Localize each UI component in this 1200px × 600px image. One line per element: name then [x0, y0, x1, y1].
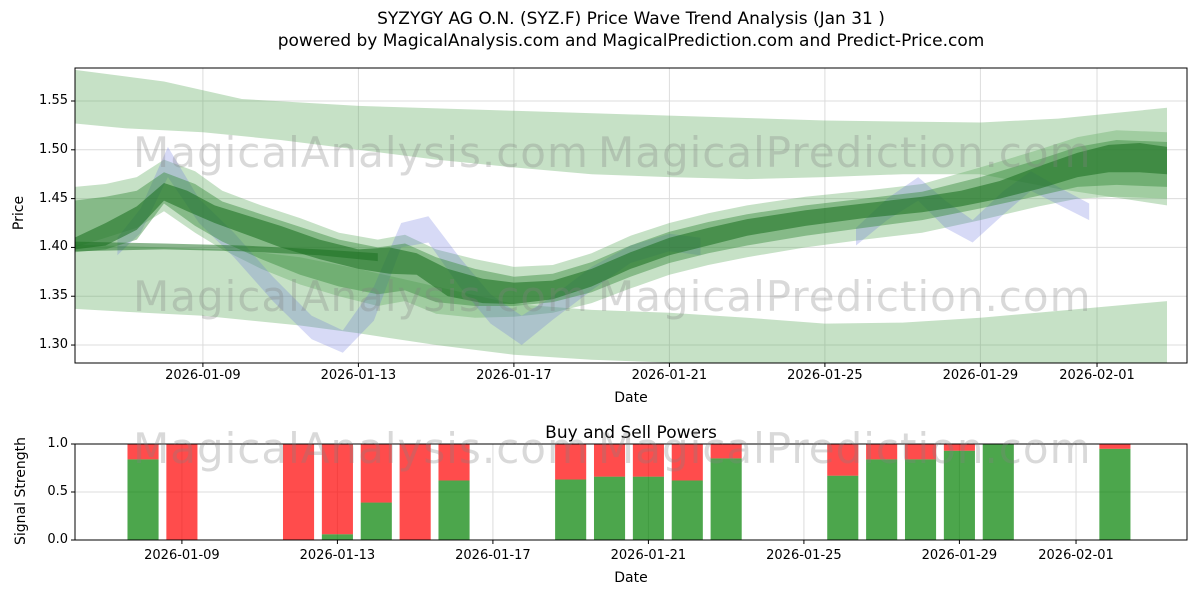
- signal-grid: [75, 443, 1187, 541]
- buy-bar: [127, 459, 159, 540]
- buy-bar: [593, 476, 626, 540]
- outer-lower-band: [75, 244, 1167, 363]
- dark-core-band: [75, 143, 1167, 304]
- signal-chart-title: Buy and Sell Powers: [545, 423, 717, 443]
- signal-y-tick-label: 0.0: [47, 532, 68, 547]
- price-wave-bands: [75, 69, 1167, 363]
- signal-x-tick-label: 2026-01-17: [455, 548, 531, 563]
- sell-bar: [827, 444, 859, 476]
- sell-bar: [321, 444, 353, 535]
- sell-bar: [632, 444, 664, 477]
- sell-bar: [593, 444, 626, 477]
- signal-x-tick-label: 2026-02-01: [1038, 548, 1114, 563]
- buy-bar: [1099, 448, 1131, 540]
- signal-x-tick-label: 2026-01-09: [144, 548, 220, 563]
- flat-support-stripe: [75, 241, 378, 262]
- signal-x-tick-label: 2026-01-21: [610, 548, 687, 563]
- price-y-tick-label: 1.50: [39, 141, 68, 157]
- buy-bar: [866, 459, 898, 540]
- buy-bar: [943, 450, 975, 540]
- signal-bars: [127, 444, 1131, 540]
- figure-title: SYZYGY AG O.N. (SYZ.F) Price Wave Trend …: [377, 9, 885, 29]
- price-xaxis-label: Date: [614, 390, 648, 406]
- sell-bar: [866, 444, 898, 460]
- blue-wave-band-1: [117, 146, 701, 353]
- signal-x-tick-label: 2026-01-25: [766, 548, 842, 563]
- signal-xaxis-label: Date: [614, 570, 648, 586]
- sell-bar: [166, 444, 198, 540]
- buy-bar: [710, 458, 742, 540]
- signal-x-tick-label: 2026-01-13: [299, 548, 376, 563]
- buy-bar: [671, 480, 703, 540]
- price-x-tick-label: 2026-01-25: [787, 368, 863, 383]
- sell-bar: [1099, 444, 1131, 449]
- sell-bar: [282, 444, 315, 540]
- price-y-tick-label: 1.55: [39, 92, 68, 108]
- price-plot-border: [74, 67, 1188, 364]
- price-y-tick-label: 1.40: [39, 239, 68, 255]
- price-y-tick-label: 1.45: [39, 190, 68, 206]
- buy-bar: [982, 444, 1014, 540]
- buy-bar: [827, 475, 859, 540]
- sell-bar: [360, 444, 392, 503]
- price-x-tick-label: 2026-01-21: [631, 368, 708, 383]
- buy-bar: [904, 459, 937, 540]
- price-x-tick-label: 2026-01-09: [165, 368, 241, 383]
- sell-bar: [943, 444, 975, 451]
- price-x-tick-label: 2026-01-29: [942, 368, 1019, 383]
- price-y-tick-label: 1.30: [39, 337, 68, 353]
- figure-subtitle: powered by MagicalAnalysis.com and Magic…: [277, 31, 985, 51]
- middle-light-band: [75, 130, 1167, 318]
- sell-bar: [710, 444, 742, 459]
- sell-bar: [399, 444, 431, 540]
- price-y-tick-label: 1.35: [39, 288, 68, 304]
- sell-bar: [904, 444, 937, 460]
- signal-y-tick-label: 1.0: [47, 436, 68, 451]
- sell-bar: [671, 444, 703, 481]
- price-x-tick-label: 2026-01-13: [320, 368, 397, 383]
- buy-bar: [321, 534, 353, 540]
- buy-bar: [360, 502, 392, 540]
- sell-bar: [438, 444, 470, 481]
- sell-bar: [127, 444, 159, 460]
- buy-bar: [632, 476, 664, 540]
- buy-bar: [438, 480, 470, 540]
- buy-bar: [555, 479, 587, 540]
- sell-bar: [555, 444, 587, 480]
- signal-y-tick-label: 0.5: [47, 484, 68, 499]
- price-x-tick-label: 2026-01-17: [476, 368, 552, 383]
- price-x-tick-label: 2026-02-01: [1059, 368, 1135, 383]
- outer-upper-band: [75, 69, 1167, 206]
- signal-x-tick-label: 2026-01-29: [921, 548, 998, 563]
